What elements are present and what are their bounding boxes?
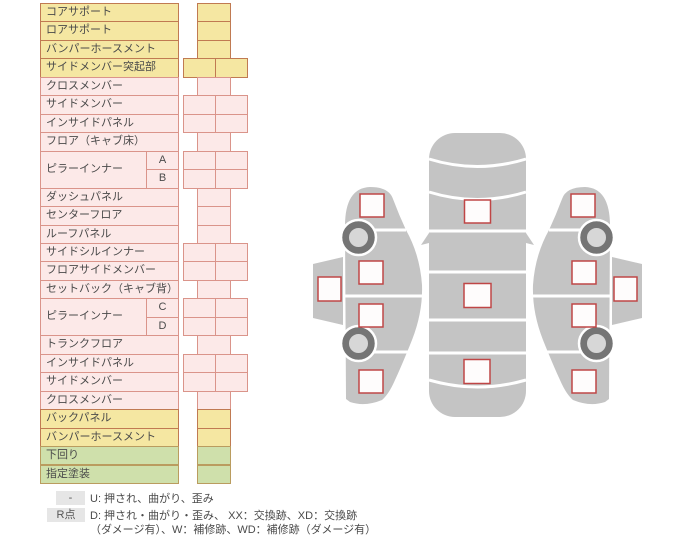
damage-cell[interactable] [215, 113, 248, 134]
part-label: ピラーインナー [40, 298, 147, 337]
damage-cell[interactable] [197, 206, 231, 226]
pillar-sub-label: B [146, 169, 179, 189]
damage-cell[interactable] [215, 95, 248, 115]
damage-cell[interactable] [183, 316, 216, 337]
legend-text-u: U: 押され、曲がり、歪み [90, 493, 214, 505]
damage-cell[interactable] [183, 242, 216, 263]
damage-cell[interactable] [197, 446, 231, 466]
damage-cell[interactable] [197, 427, 231, 448]
part-label: サイドメンバー [40, 372, 179, 392]
front-wheel-icon [342, 221, 375, 254]
damage-cell[interactable] [215, 298, 248, 318]
damage-cell[interactable] [197, 187, 231, 208]
part-label: ピラーインナー [40, 150, 147, 189]
car-top-view [421, 133, 534, 417]
car-top-body [429, 133, 526, 417]
damage-marker-box[interactable] [358, 260, 384, 285]
damage-cell[interactable] [197, 132, 231, 152]
part-label: 指定塗装 [40, 464, 179, 484]
pillar-sub-label: C [146, 298, 179, 318]
legend-badge-minor: - [56, 491, 85, 505]
damage-marker-box[interactable] [463, 199, 492, 224]
damage-cell[interactable] [215, 242, 248, 263]
part-label: サイドメンバー [40, 95, 179, 115]
damage-cell[interactable] [197, 3, 231, 23]
damage-cell[interactable] [215, 169, 248, 189]
left-mirror-icon [421, 233, 429, 245]
part-label: バックパネル [40, 409, 179, 429]
pillar-sub-label: A [146, 150, 179, 171]
damage-cell[interactable] [215, 316, 248, 337]
damage-marker-box[interactable] [463, 282, 492, 309]
damage-cell[interactable] [197, 39, 231, 60]
legend-text-d: D: 押され・曲がり・歪み、 XX：交換跡、XD：交換跡 [90, 510, 358, 522]
damage-cell[interactable] [183, 95, 216, 115]
part-label: コアサポート [40, 3, 179, 23]
damage-cell[interactable] [197, 76, 231, 97]
damage-cell[interactable] [183, 298, 216, 318]
part-label: フロアサイドメンバー [40, 261, 179, 281]
part-label: トランクフロア [40, 335, 179, 355]
part-label: バンパーホースメント [40, 427, 179, 448]
part-label: セットバック（キャブ背） [40, 279, 179, 300]
legend-badge-rpoint: R点 [47, 508, 85, 522]
part-label: バンパーホースメント [40, 39, 179, 60]
damage-cell[interactable] [183, 353, 216, 374]
damage-cell[interactable] [215, 150, 248, 171]
part-label: ロアサポート [40, 21, 179, 41]
damage-cell[interactable] [197, 409, 231, 429]
legend-text-d-cont: （ダメージ有）、W：補修跡、WD：補修跡（ダメージ有） [90, 524, 377, 535]
damage-cell[interactable] [215, 58, 248, 78]
part-label: サイドメンバー突起部 [40, 58, 179, 78]
part-label: ルーフパネル [40, 224, 179, 244]
pillar-sub-label: D [146, 316, 179, 337]
damage-cell[interactable] [183, 372, 216, 392]
part-label: クロスメンバー [40, 76, 179, 97]
car-side-view-left [313, 187, 423, 405]
car-side-view-right [533, 187, 642, 404]
damage-cell[interactable] [183, 58, 216, 78]
damage-cell[interactable] [183, 113, 216, 134]
car-damage-diagram [313, 133, 692, 417]
damage-cell[interactable] [197, 279, 231, 300]
rear-wheel-icon [342, 327, 375, 360]
front-wheel-outline [339, 218, 378, 257]
damage-cell[interactable] [197, 335, 231, 355]
damage-cell[interactable] [197, 21, 231, 41]
damage-marker-box[interactable] [359, 193, 385, 218]
damage-marker-box[interactable] [358, 369, 384, 394]
part-label: インサイドパネル [40, 113, 179, 134]
damage-marker-box[interactable] [358, 303, 384, 328]
part-label: センターフロア [40, 206, 179, 226]
part-label: 下回り [40, 446, 179, 466]
part-label: サイドシルインナー [40, 242, 179, 263]
part-label: クロスメンバー [40, 390, 179, 411]
part-label: フロア（キャブ床） [40, 132, 179, 152]
damage-cell[interactable] [183, 169, 216, 189]
damage-cell[interactable] [197, 224, 231, 244]
part-label: ダッシュパネル [40, 187, 179, 208]
damage-cell[interactable] [215, 372, 248, 392]
damage-marker-box[interactable] [317, 276, 342, 302]
part-label: インサイドパネル [40, 353, 179, 374]
damage-cell[interactable] [183, 261, 216, 281]
right-mirror-icon [526, 233, 534, 245]
damage-cell[interactable] [197, 390, 231, 411]
damage-cell[interactable] [215, 353, 248, 374]
damage-cell[interactable] [215, 261, 248, 281]
damage-cell[interactable] [197, 464, 231, 484]
damage-marker-box[interactable] [463, 358, 491, 385]
damage-cell[interactable] [183, 150, 216, 171]
